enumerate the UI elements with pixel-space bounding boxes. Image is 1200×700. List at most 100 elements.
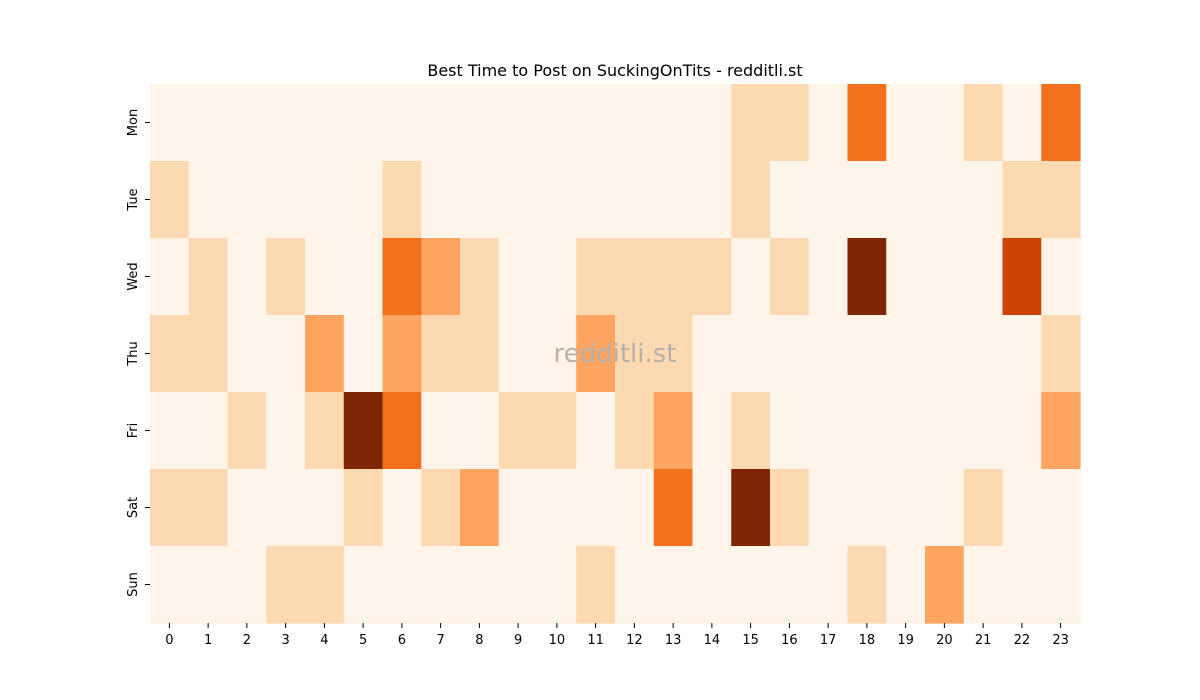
- heatmap-cell-mon-19: [886, 84, 926, 162]
- heatmap-cell-wed-6: [382, 238, 422, 316]
- heatmap-cell-mon-2: [227, 84, 267, 162]
- heatmap-cell-wed-15: [731, 238, 771, 316]
- heatmap-cell-mon-20: [925, 84, 965, 162]
- watermark-text: redditli.st: [554, 339, 677, 369]
- heatmap-cell-mon-9: [498, 84, 539, 162]
- heatmap-cell-wed-9: [498, 238, 539, 316]
- heatmap-cell-tue-21: [963, 161, 1004, 239]
- heatmap-cell-sun-6: [382, 546, 422, 624]
- heatmap-cell-thu-1: [188, 315, 229, 393]
- heatmap-cell-thu-4: [305, 315, 345, 393]
- heatmap-cell-sun-3: [266, 546, 306, 624]
- heatmap-cell-wed-20: [925, 238, 965, 316]
- heatmap-cell-sun-16: [770, 546, 810, 624]
- heatmap-cell-fri-16: [770, 392, 810, 470]
- heatmap-cell-sun-2: [227, 546, 267, 624]
- heatmap-cell-thu-3: [266, 315, 306, 393]
- heatmap-cell-sat-17: [808, 469, 849, 547]
- heatmap-cell-thu-22: [1002, 315, 1042, 393]
- heatmap-cell-sun-10: [537, 546, 577, 624]
- heatmap-cell-fri-10: [537, 392, 577, 470]
- heatmap-cell-thu-18: [847, 315, 887, 393]
- heatmap-cell-fri-12: [615, 392, 655, 470]
- heatmap-cell-fri-17: [808, 392, 849, 470]
- heatmap-cell-mon-4: [305, 84, 345, 162]
- x-tick-label: 3: [281, 633, 289, 648]
- heatmap-cell-fri-11: [576, 392, 616, 470]
- heatmap-cell-sun-12: [615, 546, 655, 624]
- heatmap-cell-thu-6: [382, 315, 422, 393]
- heatmap-cell-sun-0: [150, 546, 190, 624]
- heatmap-cell-sat-15: [731, 469, 771, 547]
- heatmap-cell-fri-23: [1041, 392, 1081, 470]
- heatmap-cell-sun-1: [188, 546, 229, 624]
- heatmap-cell-wed-2: [227, 238, 267, 316]
- x-tick-label: 6: [398, 633, 406, 648]
- heatmap-cell-thu-8: [460, 315, 500, 393]
- x-tick-label: 4: [320, 633, 328, 648]
- heatmap-cell-tue-10: [537, 161, 577, 239]
- heatmap-cell-tue-3: [266, 161, 306, 239]
- heatmap-cell-thu-5: [343, 315, 384, 393]
- heatmap-cell-sat-18: [847, 469, 887, 547]
- heatmap-cell-wed-8: [460, 238, 500, 316]
- heatmap-cell-thu-23: [1041, 315, 1081, 393]
- heatmap-cell-sun-14: [692, 546, 732, 624]
- heatmap-cell-thu-14: [692, 315, 732, 393]
- heatmap-cell-mon-6: [382, 84, 422, 162]
- y-tick-label: Sun: [126, 572, 141, 597]
- heatmap-cell-sat-12: [615, 469, 655, 547]
- heatmap-cell-thu-0: [150, 315, 190, 393]
- heatmap-cell-mon-18: [847, 84, 887, 162]
- heatmap-cell-sat-8: [460, 469, 500, 547]
- heatmap-cell-mon-21: [963, 84, 1004, 162]
- heatmap-cell-wed-13: [653, 238, 694, 316]
- heatmap-cell-sat-21: [963, 469, 1004, 547]
- heatmap-cell-sun-5: [343, 546, 384, 624]
- heatmap-cell-sun-23: [1041, 546, 1081, 624]
- heatmap-cell-wed-19: [886, 238, 926, 316]
- y-tick-label: Sat: [126, 497, 141, 518]
- heatmap-cell-sun-11: [576, 546, 616, 624]
- y-tick-label: Thu: [126, 341, 141, 366]
- heatmap-cell-wed-16: [770, 238, 810, 316]
- heatmap-cell-tue-19: [886, 161, 926, 239]
- heatmap-cell-fri-14: [692, 392, 732, 470]
- heatmap-cell-sun-15: [731, 546, 771, 624]
- x-tick-label: 20: [936, 633, 953, 648]
- heatmap-cell-tue-18: [847, 161, 887, 239]
- heatmap-cell-tue-0: [150, 161, 190, 239]
- heatmap-cell-mon-13: [653, 84, 694, 162]
- heatmap-cell-wed-21: [963, 238, 1004, 316]
- heatmap-cell-thu-19: [886, 315, 926, 393]
- heatmap-cell-tue-16: [770, 161, 810, 239]
- heatmap-cell-wed-18: [847, 238, 887, 316]
- heatmap-cell-tue-2: [227, 161, 267, 239]
- x-tick-label: 0: [165, 633, 173, 648]
- heatmap-cell-sat-10: [537, 469, 577, 547]
- heatmap-cell-wed-23: [1041, 238, 1081, 316]
- heatmap-cell-tue-9: [498, 161, 539, 239]
- heatmap-cell-wed-10: [537, 238, 577, 316]
- heatmap-cell-fri-7: [421, 392, 461, 470]
- heatmap-cell-mon-10: [537, 84, 577, 162]
- heatmap-cell-fri-3: [266, 392, 306, 470]
- heatmap-cell-tue-7: [421, 161, 461, 239]
- x-tick-label: 18: [859, 633, 876, 648]
- heatmap-cells: [150, 84, 1081, 624]
- heatmap-cell-fri-18: [847, 392, 887, 470]
- heatmap-cell-sun-22: [1002, 546, 1042, 624]
- heatmap-cell-mon-12: [615, 84, 655, 162]
- heatmap-cell-wed-5: [343, 238, 384, 316]
- x-tick-label: 8: [475, 633, 483, 648]
- x-tick-label: 17: [820, 633, 837, 648]
- x-tick-label: 10: [549, 633, 566, 648]
- heatmap-cell-tue-8: [460, 161, 500, 239]
- heatmap-cell-wed-1: [188, 238, 229, 316]
- heatmap-cell-sun-21: [963, 546, 1004, 624]
- heatmap-cell-tue-5: [343, 161, 384, 239]
- heatmap-cell-sun-4: [305, 546, 345, 624]
- heatmap-cell-fri-4: [305, 392, 345, 470]
- heatmap-cell-fri-9: [498, 392, 539, 470]
- heatmap-cell-sun-19: [886, 546, 926, 624]
